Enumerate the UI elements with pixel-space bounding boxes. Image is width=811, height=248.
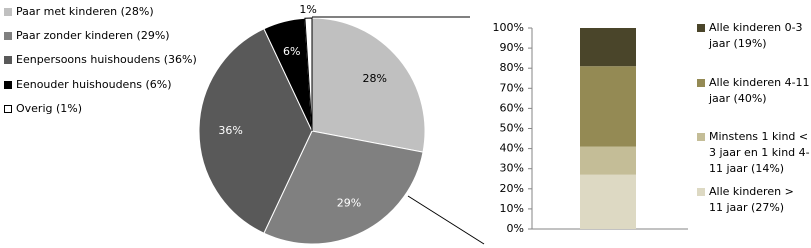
legend-swatch [697, 78, 705, 87]
legend-item: Minstens 1 kind < 3 jaar en 1 kind 4-11 … [697, 129, 811, 177]
connector-line [407, 195, 485, 245]
pie-slice [311, 17, 426, 153]
legend-swatch [4, 104, 12, 113]
y-tick-label: 90% [500, 41, 524, 54]
y-tick-label: 0% [507, 222, 524, 235]
y-tick-label: 30% [500, 162, 524, 175]
legend-swatch [4, 32, 12, 41]
bar-segment [580, 66, 636, 147]
pie-slice [198, 28, 313, 234]
bar-segment [580, 146, 636, 175]
data-label: 6% [283, 45, 300, 58]
data-label: 29% [337, 196, 361, 209]
legend-swatch [697, 133, 705, 141]
pie-slice [304, 17, 313, 132]
legend-label: Eenouder huishoudens (6%) [16, 77, 172, 91]
legend-item: Paar met kinderen (28%) [4, 4, 154, 20]
legend-item: Alle kinderen > 11 jaar (27%) [697, 184, 811, 216]
legend-label: Paar met kinderen (28%) [16, 5, 154, 18]
y-tick-label: 60% [500, 101, 524, 114]
y-tick-label: 20% [500, 182, 524, 195]
legend-label: Eenpersoons huishoudens (36%) [16, 53, 197, 67]
legend-item: Alle kinderen 4-11 jaar (40%) [697, 75, 811, 107]
data-label: 36% [218, 124, 242, 137]
bar-segment [580, 174, 636, 229]
legend-label: Alle kinderen 0-3 jaar (19%) [709, 21, 803, 50]
legend-swatch [4, 56, 12, 65]
legend-label: Alle kinderen 4-11 jaar (40%) [709, 75, 810, 105]
y-tick-label: 50% [500, 122, 524, 135]
legend-swatch [697, 187, 705, 196]
legend-label: Paar zonder kinderen (29%) [16, 29, 170, 43]
pie-slice [263, 130, 424, 245]
legend-item: Alle kinderen 0-3 jaar (19%) [697, 20, 811, 52]
data-label: 1% [299, 3, 316, 16]
y-tick-label: 80% [500, 61, 524, 74]
legend-swatch [4, 80, 12, 89]
legend-swatch [4, 8, 12, 16]
y-tick-label: 10% [500, 202, 524, 215]
legend-label: Alle kinderen > 11 jaar (27%) [709, 184, 794, 214]
legend-label: Overig (1%) [16, 101, 83, 115]
legend-label: Minstens 1 kind < 3 jaar en 1 kind 4-11 … [709, 130, 810, 175]
legend-swatch [697, 24, 705, 32]
legend-item: Overig (1%) [4, 101, 82, 117]
y-tick-label: 100% [493, 21, 524, 34]
data-label: 28% [362, 72, 386, 85]
legend-item: Eenpersoons huishoudens (36%) [4, 52, 197, 68]
legend-item: Eenouder huishoudens (6%) [4, 77, 172, 93]
bar-segment [580, 28, 636, 67]
y-tick-label: 70% [500, 81, 524, 94]
y-tick-label: 40% [500, 142, 524, 155]
legend-item: Paar zonder kinderen (29%) [4, 28, 170, 44]
